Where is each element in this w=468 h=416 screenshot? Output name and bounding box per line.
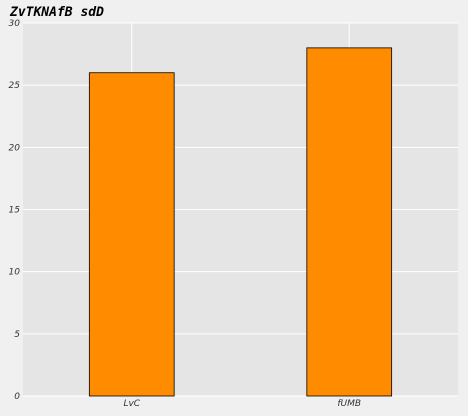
- y-axis-ticks: 0 5 10 15 20 25 30: [9, 19, 21, 402]
- bars: [88, 47, 393, 397]
- y-tick-label: 15: [9, 206, 21, 216]
- bar-LvC: [88, 72, 175, 397]
- bar-fUMB: [306, 47, 393, 397]
- y-tick-label: 0: [14, 392, 20, 402]
- x-axis-ticks: LvC fUMB: [123, 399, 361, 409]
- y-tick-label: 30: [9, 19, 21, 29]
- chart-title: ZvTKNAfB sdD: [9, 5, 104, 20]
- x-tick-label: LvC: [123, 399, 140, 409]
- x-tick-label: fUMB: [337, 399, 361, 409]
- y-tick-label: 20: [9, 143, 21, 153]
- y-tick-label: 5: [14, 330, 20, 340]
- y-tick-label: 10: [9, 268, 21, 278]
- y-tick-label: 25: [9, 81, 21, 91]
